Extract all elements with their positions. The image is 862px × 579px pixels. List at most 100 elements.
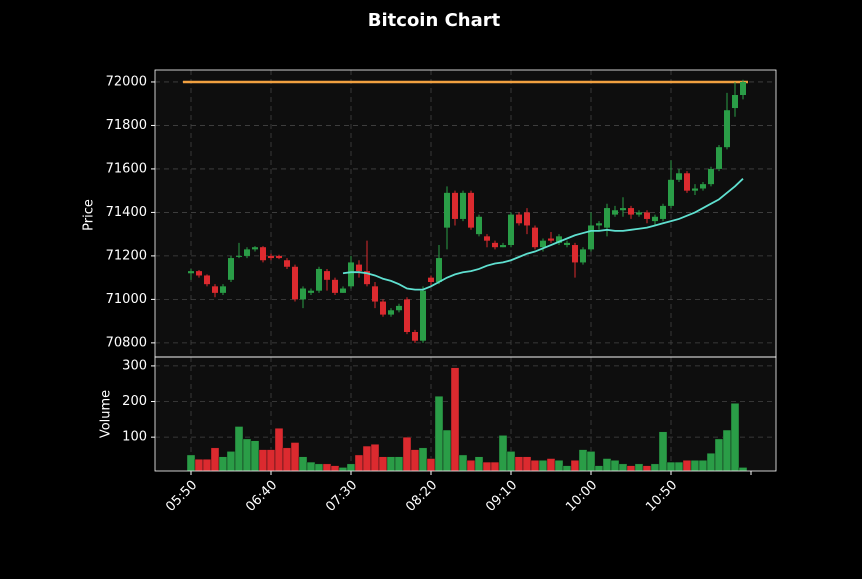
candle-body bbox=[284, 260, 290, 267]
y-tick-label: 72000 bbox=[106, 74, 147, 89]
volume-bar bbox=[586, 451, 596, 472]
candle-body bbox=[668, 179, 674, 206]
candle-body bbox=[436, 258, 442, 282]
volume-bar bbox=[730, 403, 740, 472]
candle-body bbox=[372, 286, 378, 302]
volume-bar bbox=[690, 460, 700, 472]
volume-tick-label: 200 bbox=[122, 394, 147, 409]
volume-bar bbox=[258, 449, 268, 472]
candle-body bbox=[252, 247, 258, 250]
volume-bar bbox=[346, 463, 356, 472]
volume-bar bbox=[722, 429, 732, 472]
candle-body bbox=[628, 208, 634, 215]
volume-bar bbox=[330, 465, 340, 472]
candle-body bbox=[244, 249, 250, 256]
volume-bar bbox=[530, 460, 540, 472]
candle-body bbox=[300, 288, 306, 300]
candle-body bbox=[220, 286, 226, 293]
volume-bar bbox=[338, 467, 348, 472]
volume-bar bbox=[594, 465, 604, 472]
candle-body bbox=[604, 208, 610, 228]
volume-bar bbox=[442, 429, 452, 472]
volume-bar bbox=[362, 445, 372, 472]
volume-bar bbox=[378, 456, 388, 472]
candle-body bbox=[620, 208, 626, 211]
volume-bar bbox=[226, 451, 236, 472]
candle-body bbox=[452, 192, 458, 219]
volume-bar bbox=[570, 460, 580, 472]
candle-body bbox=[340, 288, 346, 293]
candle-body bbox=[740, 81, 746, 96]
candle-body bbox=[492, 242, 498, 248]
candle-body bbox=[476, 216, 482, 235]
candle-body bbox=[428, 277, 434, 282]
volume-bar bbox=[394, 456, 404, 472]
candle-body bbox=[484, 236, 490, 241]
volume-bar bbox=[578, 449, 588, 472]
y-tick-label: 71800 bbox=[106, 118, 147, 133]
volume-bar bbox=[386, 456, 396, 472]
candle-body bbox=[716, 147, 722, 169]
candle-body bbox=[396, 305, 402, 311]
volume-bar bbox=[282, 447, 292, 472]
candle-body bbox=[596, 223, 602, 226]
volume-bar bbox=[554, 460, 564, 472]
candle-body bbox=[700, 184, 706, 189]
volume-bar bbox=[250, 440, 260, 472]
candle-body bbox=[652, 216, 658, 222]
volume-tick-label: 300 bbox=[122, 358, 147, 373]
candle-body bbox=[532, 227, 538, 248]
candle-body bbox=[468, 192, 474, 228]
volume-bar bbox=[298, 456, 308, 472]
volume-bar bbox=[714, 438, 724, 472]
candle-body bbox=[356, 264, 362, 272]
y-tick-label: 70800 bbox=[106, 335, 147, 350]
volume-bar bbox=[306, 461, 316, 472]
volume-bar bbox=[354, 454, 364, 472]
candle-body bbox=[228, 258, 234, 280]
candle-body bbox=[580, 249, 586, 263]
candle-body bbox=[612, 210, 618, 215]
volume-bar bbox=[322, 463, 332, 472]
volume-bar bbox=[658, 431, 668, 472]
moving-average bbox=[342, 178, 744, 291]
candle-body bbox=[508, 214, 514, 246]
volume-bar bbox=[538, 460, 548, 472]
volume-bar bbox=[626, 465, 636, 472]
volume-bar bbox=[210, 447, 220, 472]
candle-body bbox=[460, 192, 466, 219]
volume-bar bbox=[242, 438, 252, 472]
volume-bar bbox=[562, 465, 572, 472]
volume-bar bbox=[218, 456, 228, 472]
volume-bar bbox=[738, 467, 748, 472]
candle-body bbox=[196, 271, 202, 276]
volume-bar bbox=[506, 451, 516, 472]
candle-body bbox=[444, 192, 450, 228]
candle-body bbox=[364, 271, 370, 285]
volume-bar bbox=[314, 463, 324, 472]
volume-bar bbox=[602, 458, 612, 472]
candle-body bbox=[348, 262, 354, 287]
candle-body bbox=[588, 225, 594, 250]
volume-bar bbox=[642, 465, 652, 472]
volume-tick-label: 100 bbox=[122, 430, 147, 445]
volume-bar bbox=[706, 452, 716, 472]
volume-bar bbox=[698, 460, 708, 472]
volume-bar bbox=[402, 436, 412, 472]
candle-body bbox=[268, 255, 274, 259]
candle-body bbox=[540, 240, 546, 248]
y-axis-label: Price bbox=[82, 199, 97, 231]
candle-body bbox=[404, 299, 410, 332]
volume-bar bbox=[618, 463, 628, 472]
y-tick-label: 71000 bbox=[106, 292, 147, 307]
candle-body bbox=[204, 275, 210, 285]
volume-bar bbox=[674, 461, 684, 472]
volume-bar bbox=[418, 447, 428, 472]
candle-body bbox=[636, 212, 642, 215]
volume-bar bbox=[634, 463, 644, 472]
volume-bar bbox=[290, 442, 300, 472]
y-tick-label: 71400 bbox=[106, 205, 147, 220]
volume-bar bbox=[194, 459, 204, 472]
volume-bar bbox=[650, 463, 660, 472]
